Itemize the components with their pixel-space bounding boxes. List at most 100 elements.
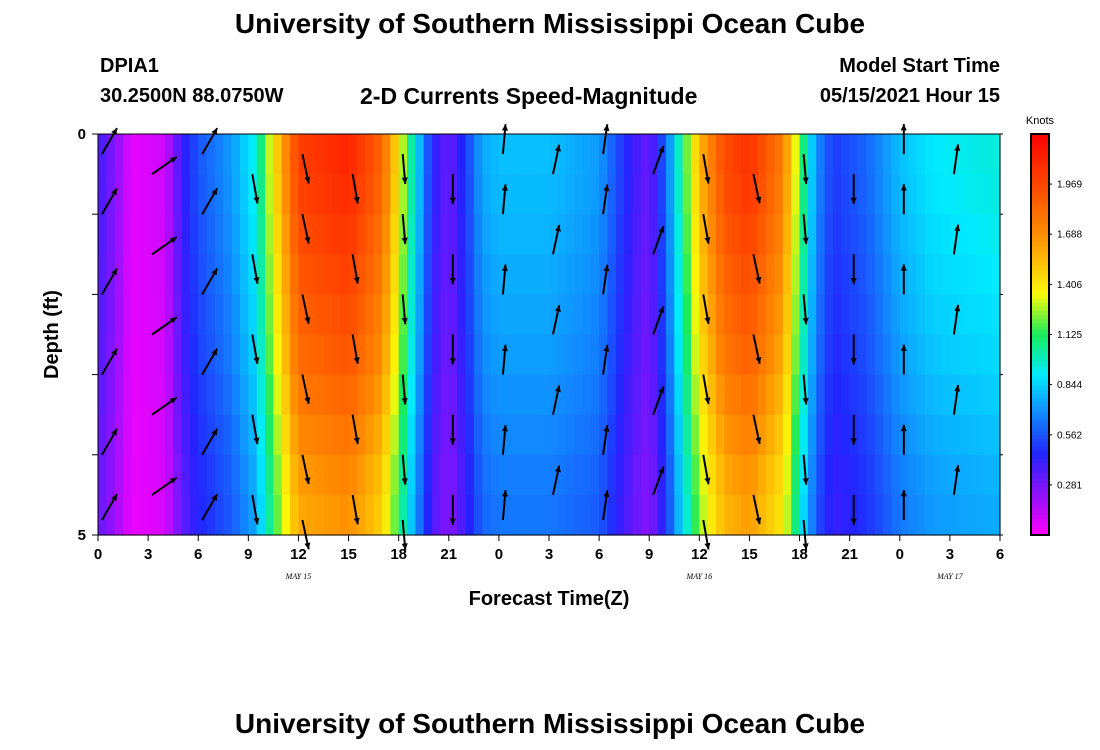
- current-arrow: [652, 305, 665, 335]
- heatmap-cell: [891, 174, 901, 215]
- heatmap-cell: [941, 214, 951, 255]
- heatmap-cell: [607, 134, 617, 175]
- current-arrow-head: [304, 397, 311, 404]
- heatmap-cell: [565, 294, 575, 336]
- heatmap-cell: [298, 334, 308, 376]
- current-arrow: [301, 454, 311, 485]
- heatmap-cell: [348, 374, 358, 416]
- heatmap-cell: [114, 174, 124, 215]
- current-arrow: [752, 494, 762, 525]
- heatmap-cell: [832, 454, 842, 496]
- heatmap-cell: [365, 174, 375, 215]
- heatmap-cell: [615, 214, 625, 255]
- current-arrow-head: [501, 124, 508, 131]
- heatmap-cell: [883, 414, 893, 456]
- heatmap-cell: [498, 254, 508, 295]
- heatmap-cell: [323, 494, 333, 536]
- heatmap-cell: [214, 454, 224, 496]
- heatmap-cell: [858, 374, 867, 416]
- heatmap-cell: [782, 174, 792, 215]
- heatmap-cell: [690, 494, 700, 536]
- heatmap-cell: [173, 494, 183, 536]
- heatmap-cell: [398, 214, 408, 255]
- heatmap-cell: [615, 374, 625, 416]
- heatmap-cell: [640, 134, 650, 175]
- colorbar: Knots 1.969 1.688 1.406 1.125 0.844 0.562 0.281: [1026, 115, 1082, 536]
- heatmap-cell: [348, 214, 358, 255]
- current-arrow-head: [658, 226, 665, 234]
- heatmap-cell: [924, 334, 934, 376]
- heatmap-cell: [231, 334, 241, 376]
- heatmap-cell: [532, 214, 542, 255]
- heatmap-cell: [398, 254, 408, 295]
- current-arrow: [351, 414, 360, 445]
- heatmap-cell: [866, 254, 876, 295]
- heatmap-cell: [256, 214, 266, 255]
- heatmap-cell: [866, 334, 876, 376]
- heatmap-cell: [941, 134, 951, 175]
- current-arrow: [351, 494, 360, 525]
- heatmap-cell: [306, 414, 316, 456]
- heatmap-cell: [958, 334, 968, 376]
- heatmap-cell: [381, 374, 391, 416]
- heatmap-cell: [549, 254, 558, 295]
- heatmap-cell: [281, 214, 291, 255]
- heatmap-cell: [189, 494, 199, 536]
- heatmap-cell: [532, 294, 542, 336]
- x-tick-label: 0: [896, 546, 904, 563]
- heatmap-cell: [423, 334, 433, 376]
- heatmap-cell: [757, 334, 767, 376]
- heatmap-cell: [640, 254, 650, 295]
- heatmap-cell: [782, 294, 792, 336]
- heatmap-cell: [632, 294, 642, 336]
- heatmap-cell: [214, 174, 224, 215]
- heatmap-cell: [841, 414, 851, 456]
- heatmap-cell: [340, 414, 350, 456]
- heatmap-cell: [231, 134, 241, 175]
- heatmap-cell: [323, 414, 333, 456]
- heatmap-cell: [615, 414, 625, 456]
- heatmap-cell: [716, 454, 725, 496]
- heatmap-cell: [707, 494, 717, 536]
- heatmap-cell: [966, 374, 976, 416]
- current-arrow: [652, 466, 665, 496]
- heatmap-cell: [883, 294, 893, 336]
- current-arrow: [602, 490, 610, 521]
- heatmap-cell: [106, 294, 116, 336]
- heatmap-cell: [156, 174, 166, 215]
- current-arrow-head: [501, 184, 508, 191]
- heatmap-cell: [883, 494, 893, 536]
- current-arrow: [101, 267, 118, 295]
- x-tick-label: 9: [244, 546, 252, 563]
- heatmap-cell: [123, 174, 133, 215]
- heatmap-cell: [908, 454, 918, 496]
- current-arrow-head: [755, 517, 762, 525]
- heatmap-cell: [807, 454, 817, 496]
- current-arrow: [702, 214, 711, 244]
- heatmap-cell: [198, 174, 208, 215]
- heatmap-cell: [106, 374, 116, 416]
- heatmap-cell: [239, 454, 249, 496]
- heatmap-cell: [315, 454, 325, 496]
- heatmap-cell: [148, 214, 158, 255]
- heatmap-cell: [248, 334, 258, 376]
- heatmap-cell: [507, 414, 517, 456]
- heatmap-cell: [415, 214, 425, 255]
- current-arrow: [151, 316, 178, 336]
- heatmap-cell: [381, 414, 391, 456]
- heatmap-cell: [490, 134, 500, 175]
- heatmap-cell: [941, 414, 951, 456]
- heatmap-cell: [265, 334, 274, 376]
- heatmap-cell: [123, 334, 133, 376]
- heatmap-cell: [757, 414, 767, 456]
- heatmap-cell: [348, 414, 358, 456]
- heatmap-cell: [290, 294, 300, 336]
- heatmap-cell: [716, 414, 725, 456]
- heatmap-cell: [991, 494, 1001, 536]
- heatmap-cell: [791, 494, 801, 536]
- heatmap-cell: [523, 294, 533, 336]
- heatmap-cell: [181, 334, 191, 376]
- current-arrow: [201, 493, 219, 521]
- current-arrow: [251, 334, 260, 365]
- heatmap-cell: [874, 134, 884, 175]
